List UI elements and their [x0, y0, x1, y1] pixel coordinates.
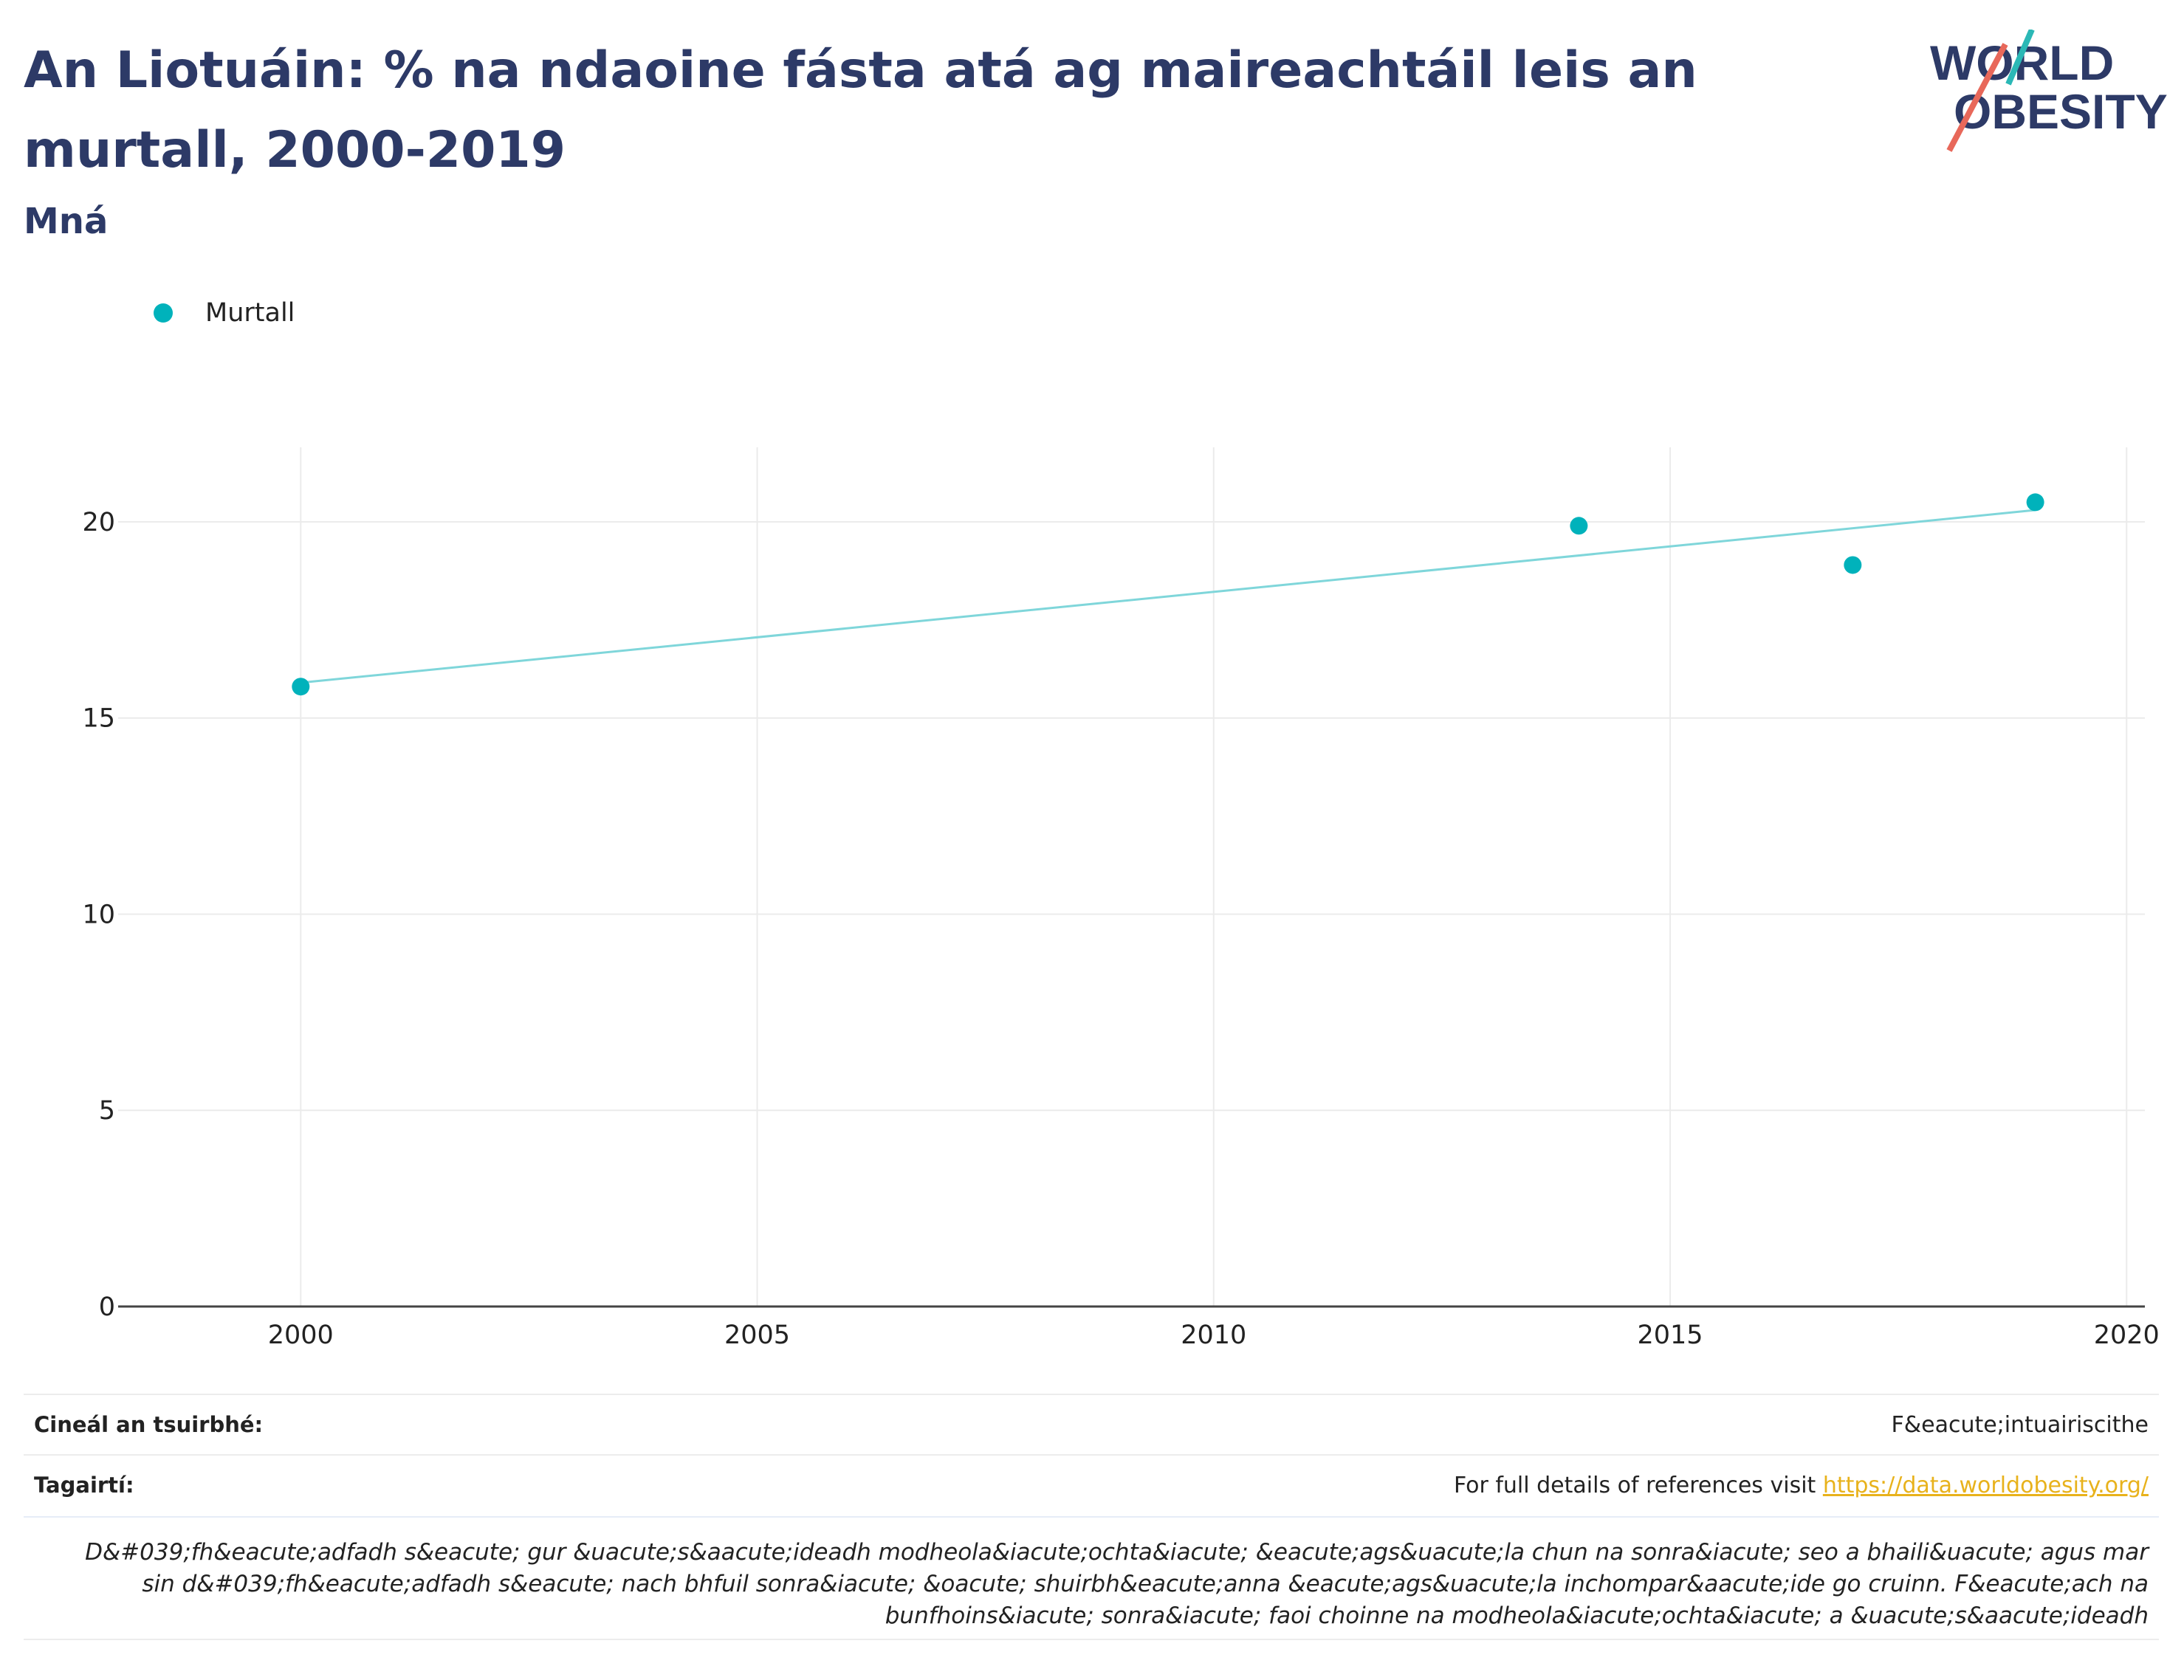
chart-subtitle: Mná: [24, 201, 109, 242]
data-point: [2026, 493, 2044, 512]
y-tick-label: 5: [99, 1096, 115, 1126]
trendline: [301, 509, 2036, 684]
logo-line-obesity: OBESITY: [1954, 84, 2168, 139]
world-obesity-logo: WORLD OBESITY: [1930, 30, 2168, 152]
data-point: [1844, 556, 1862, 574]
logo-teal-slash: [2005, 30, 2035, 86]
methodology-note: D&#039;fh&eacute;adfadh s&eacute; gur &u…: [24, 1516, 2159, 1640]
x-tick-label: 2020: [2094, 1321, 2160, 1350]
chart-legend[interactable]: Murtall: [154, 298, 295, 328]
x-tick-label: 2000: [268, 1321, 334, 1350]
survey-type-row: Cineál an tsuirbhé: F&eacute;intuairisci…: [24, 1394, 2159, 1454]
x-tick-label: 2005: [724, 1321, 790, 1350]
x-tick-label: 2015: [1637, 1321, 1703, 1350]
data-point: [1570, 517, 1588, 535]
survey-type-value: F&eacute;intuairiscithe: [1891, 1411, 2149, 1438]
chart-plot-area: 2000 2005 2010 2015 2020 0 5 10 15 20: [82, 447, 2160, 1350]
legend-marker: [154, 303, 173, 323]
x-tick-label: 2010: [1181, 1321, 1246, 1350]
survey-type-label: Cineál an tsuirbhé:: [34, 1412, 264, 1437]
chart-title: An Liotuáin: % na ndaoine fásta atá ag m…: [24, 41, 1697, 179]
references-label: Tagairtí:: [34, 1473, 134, 1498]
y-tick-label: 0: [99, 1292, 115, 1322]
logo-line-world: WORLD: [1930, 35, 2114, 90]
y-tick-label: 10: [82, 900, 115, 929]
references-link[interactable]: https://data.worldobesity.org/: [1822, 1472, 2149, 1498]
y-tick-label: 15: [82, 704, 115, 734]
references-value: For full details of references visit htt…: [1454, 1473, 2159, 1498]
y-tick-label: 20: [82, 508, 115, 537]
references-row: Tagairtí: For full details of references…: [24, 1454, 2159, 1515]
legend-label: Murtall: [205, 298, 295, 328]
data-point: [292, 678, 310, 696]
logo-red-slash: [1946, 43, 2008, 152]
references-text: For full details of references visit: [1453, 1472, 1823, 1498]
